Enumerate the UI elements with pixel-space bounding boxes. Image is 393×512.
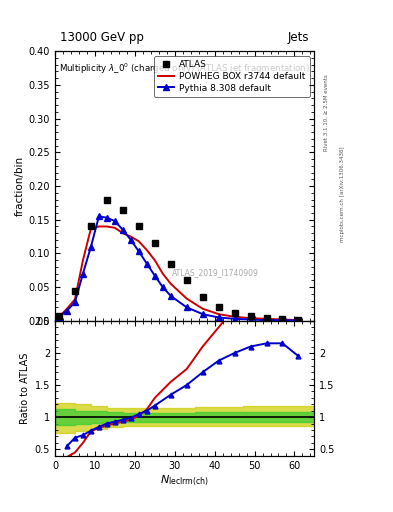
POWHEG BOX r3744 default [105, 223, 109, 229]
POWHEG BOX r3744 default [145, 247, 149, 253]
POWHEG BOX r3744 default [121, 230, 125, 237]
POWHEG BOX r3744 default [232, 314, 237, 320]
POWHEG BOX r3744 default [57, 314, 61, 320]
Pythia 8.308 default [97, 214, 101, 220]
Pythia 8.308 default [296, 317, 301, 324]
Pythia 8.308 default [64, 308, 69, 314]
X-axis label: $N_\mathrm{leclrm(ch)}$: $N_\mathrm{leclrm(ch)}$ [160, 473, 209, 488]
ATLAS [105, 197, 109, 203]
POWHEG BOX r3744 default [200, 306, 205, 312]
ATLAS [200, 294, 205, 301]
Line: ATLAS: ATLAS [56, 197, 301, 323]
Pythia 8.308 default [57, 314, 61, 320]
Line: POWHEG BOX r3744 default: POWHEG BOX r3744 default [59, 226, 298, 320]
POWHEG BOX r3744 default [112, 225, 117, 231]
POWHEG BOX r3744 default [168, 281, 173, 287]
POWHEG BOX r3744 default [136, 238, 141, 244]
ATLAS [121, 206, 125, 212]
POWHEG BOX r3744 default [64, 306, 69, 312]
ATLAS [296, 316, 301, 323]
Text: Rivet 3.1.10, ≥ 2.5M events: Rivet 3.1.10, ≥ 2.5M events [324, 74, 329, 151]
POWHEG BOX r3744 default [184, 295, 189, 302]
Pythia 8.308 default [200, 311, 205, 317]
ATLAS [57, 313, 61, 319]
Text: 13000 GeV pp: 13000 GeV pp [60, 31, 144, 45]
Pythia 8.308 default [160, 284, 165, 290]
POWHEG BOX r3744 default [248, 315, 253, 321]
POWHEG BOX r3744 default [152, 257, 157, 263]
ATLAS [216, 304, 221, 310]
ATLAS [168, 261, 173, 267]
ATLAS [280, 316, 285, 322]
Text: ATLAS_2019_I1740909: ATLAS_2019_I1740909 [173, 268, 259, 277]
POWHEG BOX r3744 default [160, 270, 165, 276]
Pythia 8.308 default [280, 317, 285, 323]
Pythia 8.308 default [264, 317, 269, 323]
POWHEG BOX r3744 default [129, 233, 133, 240]
POWHEG BOX r3744 default [88, 225, 93, 231]
Y-axis label: Ratio to ATLAS: Ratio to ATLAS [20, 353, 31, 424]
Line: Pythia 8.308 default: Pythia 8.308 default [56, 214, 301, 323]
POWHEG BOX r3744 default [81, 257, 85, 263]
Pythia 8.308 default [152, 272, 157, 279]
Pythia 8.308 default [121, 227, 125, 233]
Legend: ATLAS, POWHEG BOX r3744 default, Pythia 8.308 default: ATLAS, POWHEG BOX r3744 default, Pythia … [154, 56, 310, 97]
Pythia 8.308 default [216, 314, 221, 321]
POWHEG BOX r3744 default [216, 311, 221, 317]
Text: mcplots.cern.ch [arXiv:1306.3436]: mcplots.cern.ch [arXiv:1306.3436] [340, 147, 345, 242]
Pythia 8.308 default [129, 237, 133, 243]
Pythia 8.308 default [73, 299, 77, 305]
Pythia 8.308 default [184, 304, 189, 310]
ATLAS [264, 315, 269, 321]
Y-axis label: fraction/bin: fraction/bin [15, 156, 24, 216]
Text: Jets: Jets [288, 31, 309, 45]
ATLAS [248, 313, 253, 319]
Pythia 8.308 default [136, 248, 141, 254]
Pythia 8.308 default [81, 270, 85, 276]
POWHEG BOX r3744 default [73, 296, 77, 303]
Pythia 8.308 default [145, 261, 149, 267]
Pythia 8.308 default [105, 215, 109, 221]
Pythia 8.308 default [248, 316, 253, 323]
ATLAS [88, 223, 93, 229]
Pythia 8.308 default [232, 316, 237, 322]
ATLAS [73, 287, 77, 293]
ATLAS [184, 278, 189, 284]
POWHEG BOX r3744 default [264, 316, 269, 322]
ATLAS [152, 240, 157, 246]
ATLAS [232, 310, 237, 316]
POWHEG BOX r3744 default [296, 317, 301, 323]
POWHEG BOX r3744 default [280, 316, 285, 323]
Text: Multiplicity $\lambda$_0$^0$ (charged only) (ATLAS jet fragmentation): Multiplicity $\lambda$_0$^0$ (charged on… [59, 62, 310, 76]
Pythia 8.308 default [168, 293, 173, 299]
Pythia 8.308 default [88, 244, 93, 250]
ATLAS [136, 223, 141, 229]
Pythia 8.308 default [112, 218, 117, 224]
POWHEG BOX r3744 default [97, 223, 101, 229]
